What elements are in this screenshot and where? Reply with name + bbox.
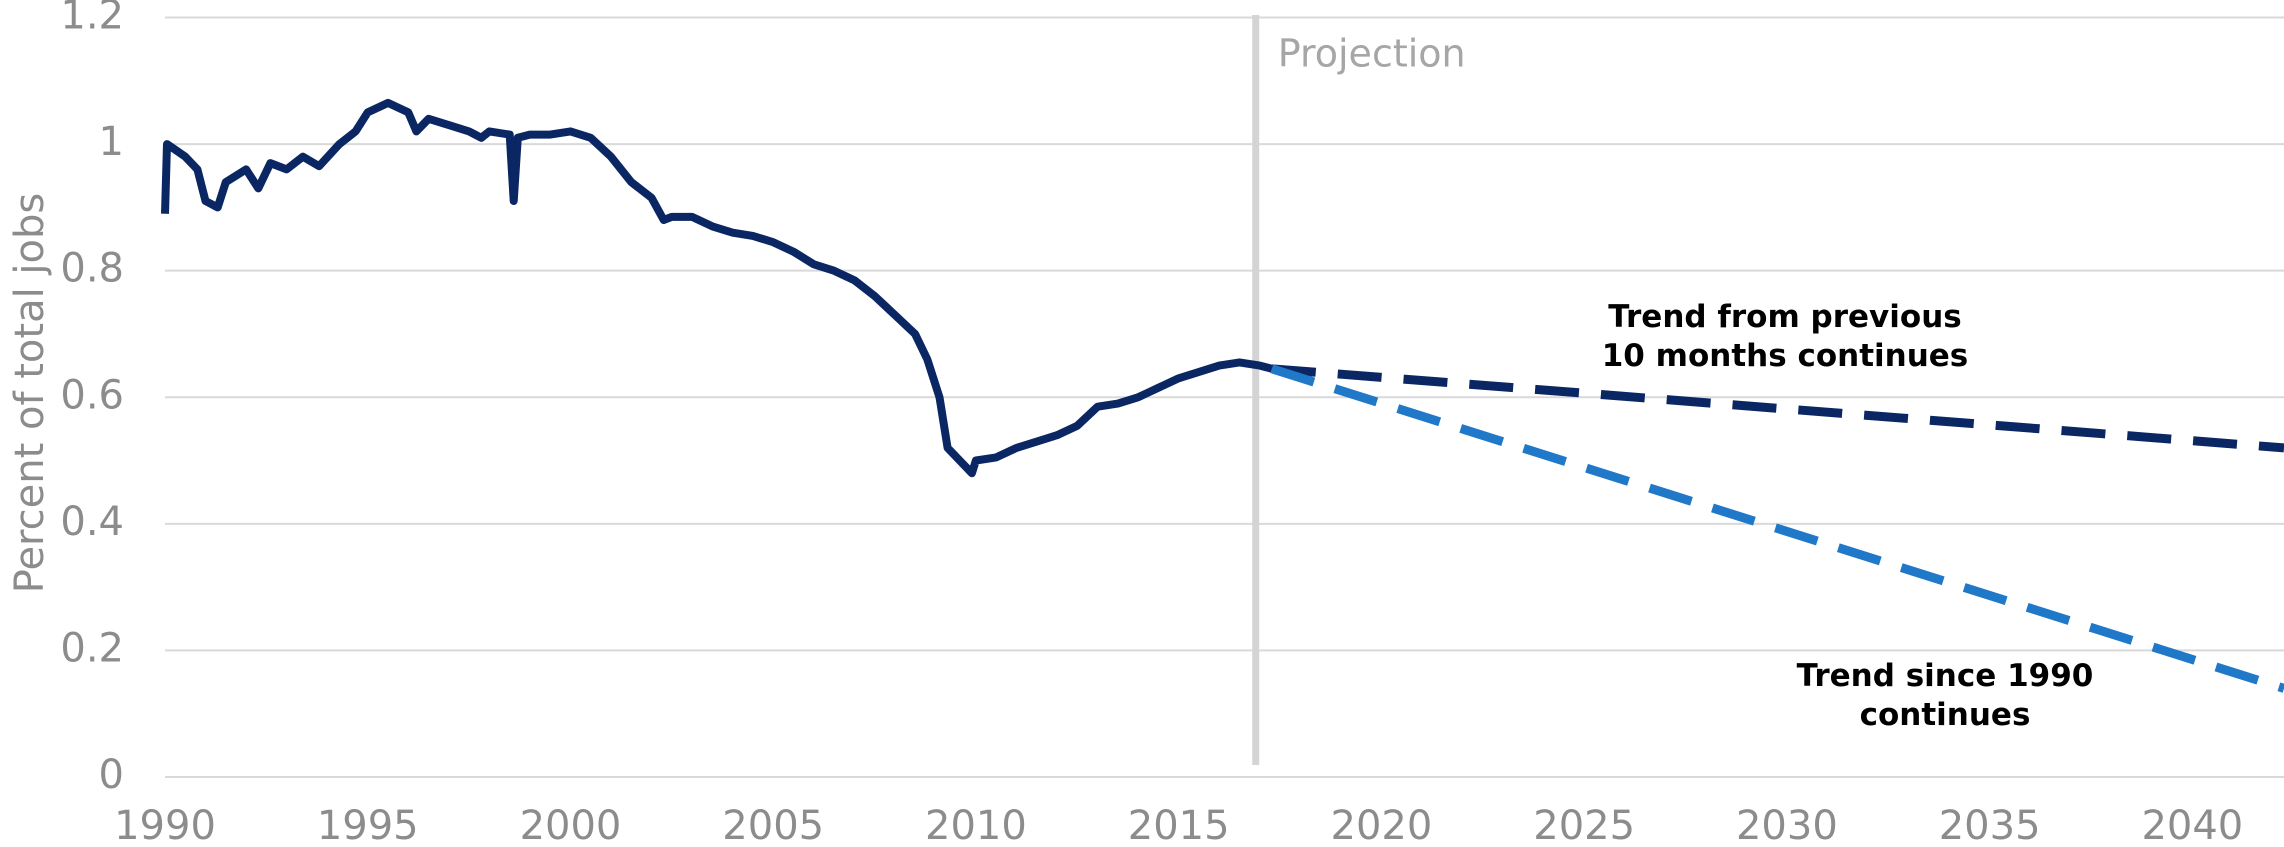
- x-tick-label: 2040: [2141, 803, 2243, 847]
- annotation: Trend since 1990 continues: [1796, 658, 2094, 733]
- x-tick-label: 2020: [1331, 803, 1433, 847]
- series-line: [1271, 364, 2284, 453]
- x-tick-label: 2000: [520, 803, 622, 847]
- x-tick-label: 2025: [1533, 803, 1635, 847]
- y-axis-label: Percent of total jobs: [7, 193, 53, 594]
- x-tick-label: 2030: [1736, 803, 1838, 847]
- annotation: Trend from previous 10 months continues: [1601, 299, 1969, 374]
- y-tick-label: 0.6: [60, 372, 124, 418]
- projection-label: Projection: [1278, 32, 1466, 76]
- y-tick-label: 0: [99, 752, 124, 798]
- x-tick-label: 2005: [722, 803, 824, 847]
- y-tick-label: 0.2: [60, 625, 124, 671]
- x-tick-label: 2015: [1128, 803, 1230, 847]
- y-tick-label: 1: [99, 119, 124, 165]
- x-tick-label: 1990: [114, 803, 216, 847]
- x-tick-label: 1995: [317, 803, 419, 847]
- y-tick-label: 0.8: [60, 246, 124, 292]
- y-tick-label: 0.4: [60, 499, 124, 545]
- series-line: [161, 98, 1273, 478]
- x-tick-label: 2010: [925, 803, 1027, 847]
- y-tick-label: 1.2: [60, 0, 124, 39]
- x-tick-label: 2035: [1939, 803, 2041, 847]
- series-line: [1270, 364, 2284, 693]
